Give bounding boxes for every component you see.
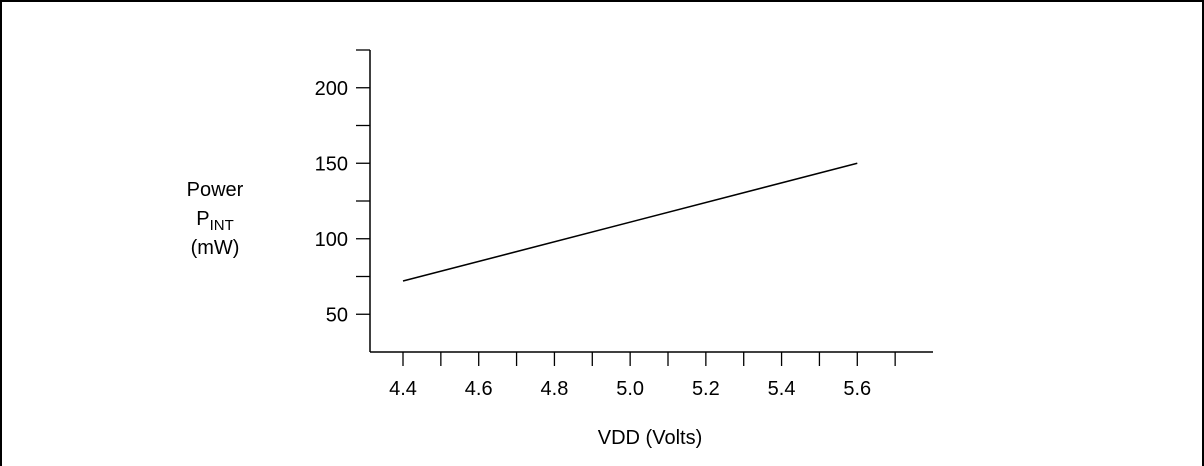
y-axis-title-symbol: P bbox=[196, 208, 209, 230]
y-axis-title-line3: (mW) bbox=[191, 237, 240, 259]
y-axis-title-subscript: INT bbox=[210, 217, 234, 234]
y-axis-title-line1: Power bbox=[187, 179, 244, 201]
y-ticks: 50 100 150 200 bbox=[315, 49, 370, 326]
x-tick-label: 4.4 bbox=[389, 378, 417, 400]
y-tick-label: 50 bbox=[326, 304, 348, 326]
x-tick-label: 5.0 bbox=[616, 378, 644, 400]
x-ticks: 4.4 4.6 4.8 5.0 5.2 5.4 5.6 bbox=[389, 352, 896, 400]
x-tick-label: 4.6 bbox=[465, 378, 493, 400]
series-lines bbox=[402, 162, 858, 282]
y-axis-title-line2: PINT bbox=[196, 208, 234, 234]
y-tick-label: 150 bbox=[315, 153, 348, 175]
power-line bbox=[402, 162, 858, 282]
x-axis-title: VDD (Volts) bbox=[598, 427, 702, 449]
x-tick-label: 4.8 bbox=[541, 378, 569, 400]
x-tick-label: 5.4 bbox=[768, 378, 796, 400]
x-tick-label: 5.6 bbox=[843, 378, 871, 400]
y-tick-label: 100 bbox=[315, 229, 348, 251]
y-tick-label: 200 bbox=[315, 78, 348, 100]
x-tick-label: 5.2 bbox=[692, 378, 720, 400]
